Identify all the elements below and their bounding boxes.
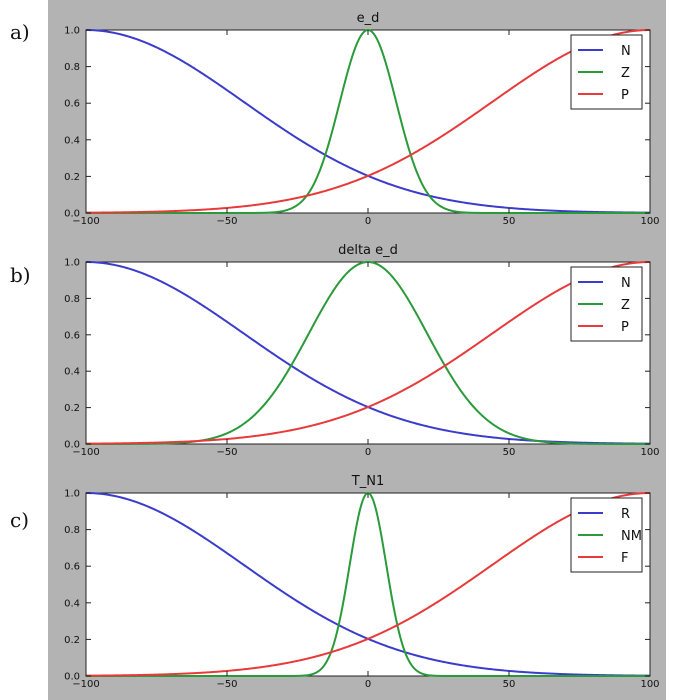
x-tick-label: 50 (503, 216, 516, 227)
x-tick-label: 100 (640, 216, 659, 227)
chart-title: e_d (357, 11, 380, 26)
y-tick-label: 0.8 (64, 62, 80, 73)
y-tick-label: 0.2 (64, 172, 80, 183)
plot-area (85, 29, 651, 214)
y-tick-label: 0.4 (64, 598, 80, 609)
x-tick-label: 50 (503, 679, 516, 690)
legend-label: P (621, 320, 629, 335)
y-tick-label: 0.4 (64, 367, 80, 378)
legend-label: F (621, 551, 628, 566)
plot-area (85, 492, 651, 677)
chart-title: delta e_d (338, 243, 398, 258)
legend-label: Z (621, 66, 630, 81)
legend: R NM F (570, 497, 643, 573)
y-tick-label: 1.0 (64, 258, 80, 269)
x-tick-label: −100 (72, 447, 99, 458)
y-tick-label: 0.6 (64, 562, 80, 573)
y-tick-labels: 0.0 0.2 0.4 0.6 0.8 1.0 (64, 489, 650, 683)
series-line-f (85, 492, 651, 677)
legend-label: P (621, 88, 629, 103)
y-tick-label: 0.8 (64, 525, 80, 536)
y-tick-label: 1.0 (64, 489, 80, 500)
y-tick-label: 0.2 (64, 635, 80, 646)
panel-letter-a: a) (10, 20, 30, 44)
chart-t-n1: c) T_N1 0.0 0.2 0.4 0.6 0.8 1.0 −100 −50 0 50 100… (10, 474, 660, 690)
legend-label: N (621, 276, 631, 291)
x-tick-label: 50 (503, 447, 516, 458)
x-tick-label: −100 (72, 679, 99, 690)
panel-letter-c: c) (10, 508, 29, 532)
y-tick-labels: 0.0 0.2 0.4 0.6 0.8 1.0 (64, 258, 650, 451)
legend: NZP (570, 34, 643, 110)
legend-label: N (621, 44, 631, 59)
x-tick-label: 0 (365, 216, 371, 227)
chart-e-d: a) e_d 0.00.20.40.60.81.0 −100 −50 0 50 100 … (10, 11, 660, 227)
chart-delta-e-d: b) delta e_d 0.00.20.40.60.81.0 −100 −50 0… (10, 243, 660, 458)
y-tick-label: 0.8 (64, 294, 80, 305)
x-tick-label: −50 (216, 216, 237, 227)
legend: NZP (570, 266, 643, 342)
y-tick-label: 0.4 (64, 135, 80, 146)
series-line-p (85, 29, 651, 214)
y-tick-label: 0.6 (64, 99, 80, 110)
plot-area (85, 261, 651, 445)
x-tick-label: 0 (365, 679, 371, 690)
x-tick-label: 0 (365, 447, 371, 458)
x-tick-label: −50 (216, 679, 237, 690)
x-tick-labels: −100 −50 0 50 100 (72, 262, 660, 458)
y-tick-label: 1.0 (64, 26, 80, 37)
y-tick-label: 0.6 (64, 330, 80, 341)
x-tick-labels: −100 −50 0 50 100 (72, 30, 660, 227)
x-tick-label: −100 (72, 216, 99, 227)
y-tick-label: 0.0 (64, 209, 80, 220)
panel-letter-b: b) (10, 263, 31, 287)
x-tick-label: −50 (216, 447, 237, 458)
x-tick-label: 100 (640, 679, 659, 690)
y-tick-label: 0.2 (64, 403, 80, 414)
y-tick-label: 0.0 (64, 672, 80, 683)
y-tick-label: 0.0 (64, 440, 80, 451)
legend-label: NM (621, 529, 642, 544)
series-line-p (85, 261, 651, 445)
legend-label: R (621, 507, 630, 522)
x-tick-label: 100 (640, 447, 659, 458)
x-tick-labels: −100 −50 0 50 100 (72, 493, 660, 690)
y-tick-labels: 0.0 0.2 0.4 0.6 0.8 1.0 (64, 26, 650, 220)
chart-title: T_N1 (351, 474, 384, 489)
legend-label: Z (621, 298, 630, 313)
